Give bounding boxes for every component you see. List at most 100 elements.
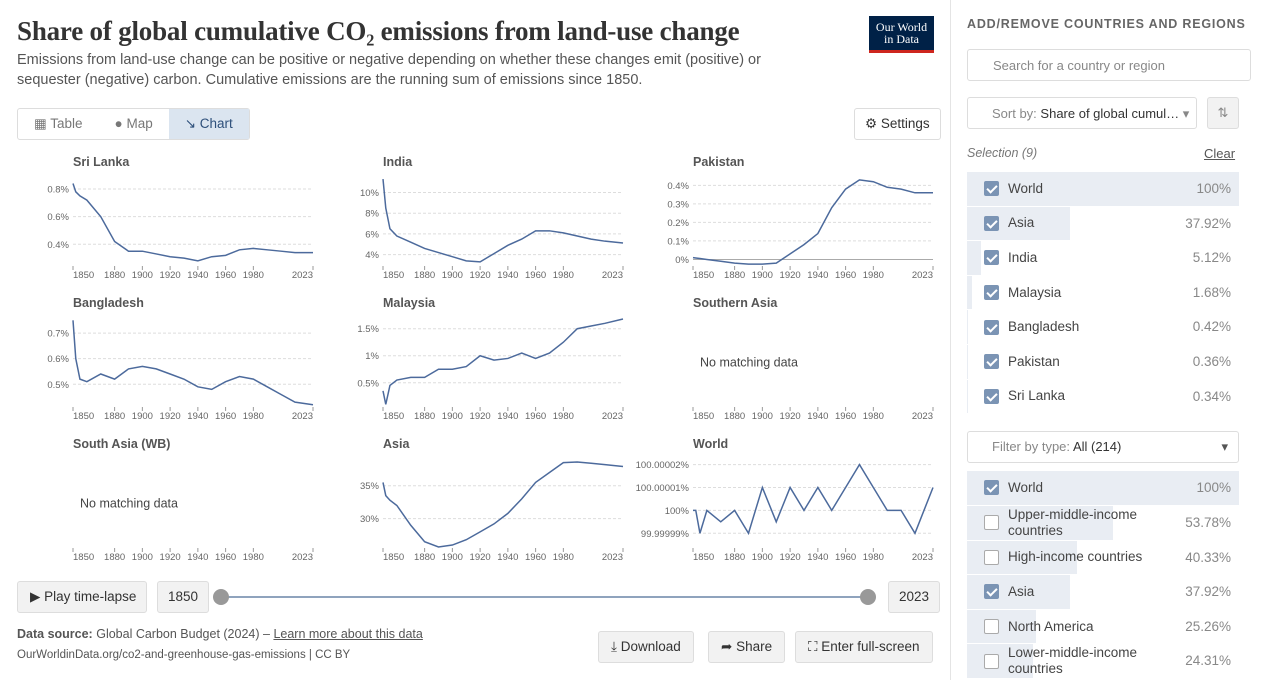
entity-name: Upper-middle-income countries [1008, 506, 1138, 538]
entity-name: Lower-middle-income countries [1008, 645, 1138, 677]
y-tick-label: 0.1% [667, 236, 689, 247]
list-row[interactable]: Asia 37.92% [967, 575, 1239, 610]
checkbox[interactable] [984, 619, 999, 635]
x-tick-label: 1940 [497, 411, 518, 422]
y-tick-label: 0.5% [47, 380, 69, 391]
entity-name: Pakistan [1008, 353, 1060, 369]
sort-dropdown[interactable]: Sort by: Share of global cumul… ▾ [967, 97, 1197, 129]
tab[interactable]: ▦ Table [34, 116, 83, 131]
checkbox[interactable] [984, 181, 999, 197]
slider-knob[interactable] [213, 589, 229, 605]
checkbox[interactable] [984, 653, 999, 669]
list-row[interactable]: Lower-middle-income countries 24.31% [967, 644, 1239, 680]
x-tick-label: 1960 [525, 270, 546, 281]
clear-button[interactable]: Clear [1204, 146, 1236, 161]
source-link[interactable]: Learn more about this data [273, 627, 423, 641]
list-row[interactable]: India 5.12% [967, 241, 1239, 276]
play-button[interactable]: ▶ Play time-lapse [17, 581, 147, 613]
chart-title: Sri Lanka [73, 155, 130, 169]
y-tick-label: 0.3% [667, 199, 689, 210]
checkbox[interactable] [984, 549, 999, 565]
subtitle: Emissions from land-use change can be po… [17, 52, 761, 88]
checkbox[interactable] [984, 215, 999, 231]
settings-button[interactable]: ⚙ Settings [854, 108, 941, 140]
x-tick-label: 1880 [414, 270, 435, 281]
x-tick-label: 1980 [243, 270, 264, 281]
logo[interactable]: Our World in Data [869, 16, 934, 53]
line [72, 183, 313, 262]
share-bar [967, 241, 981, 275]
checkbox[interactable] [984, 250, 999, 266]
y-tick-label: 99.99999% [641, 529, 690, 540]
chart-title: Pakistan [693, 155, 744, 169]
x-tick-label: 1940 [807, 552, 828, 563]
checkbox[interactable] [984, 319, 999, 335]
tab[interactable]: ● Map [114, 116, 153, 131]
y-tick-label: 0.7% [47, 329, 69, 340]
start-year[interactable]: 1850 [157, 581, 210, 613]
list-row[interactable]: High-income countries 40.33% [967, 540, 1239, 576]
entity-name: Bangladesh [1008, 319, 1080, 335]
checkbox[interactable] [984, 480, 999, 496]
list-row[interactable]: Sri Lanka 0.34% [967, 379, 1239, 415]
chart-title: Malaysia [383, 296, 436, 310]
list-row[interactable]: Bangladesh 0.42% [967, 310, 1239, 345]
share-bar [967, 471, 1239, 505]
x-tick-label: 1850 [73, 270, 94, 281]
x-tick-label: 1940 [187, 270, 208, 281]
sort-order-button[interactable]: ⇅ [1207, 97, 1239, 129]
list-row[interactable]: Asia 37.92% [967, 206, 1239, 242]
download-button[interactable]: ⤓ Download [598, 631, 694, 663]
list-row[interactable]: World 100% [967, 172, 1239, 207]
x-tick-label: 1980 [553, 411, 574, 422]
list-row[interactable]: Pakistan 0.36% [967, 344, 1239, 380]
list-row[interactable]: North America 25.26% [967, 609, 1239, 645]
x-tick-label: 1850 [693, 411, 714, 422]
tab[interactable]: ↘ Chart [168, 109, 249, 139]
entity-name: High-income countries [1008, 549, 1143, 565]
x-tick-label: 1880 [724, 552, 745, 563]
x-tick-label: 1940 [187, 552, 208, 563]
slider-knob[interactable] [860, 589, 876, 605]
x-tick-label: 1880 [724, 270, 745, 281]
share-button[interactable]: ➦ Share [708, 631, 786, 663]
x-tick-label: 1920 [470, 270, 491, 281]
chart-title: Bangladesh [73, 296, 144, 310]
checkbox[interactable] [984, 354, 999, 370]
x-tick-label: 1940 [807, 411, 828, 422]
x-tick-label: 1880 [104, 411, 125, 422]
entity-name: World [1008, 479, 1044, 495]
list-row[interactable]: Malaysia 1.68% [967, 275, 1239, 311]
entity-value: 24.31% [1185, 653, 1231, 669]
checkbox[interactable] [984, 388, 999, 404]
checkbox[interactable] [984, 515, 999, 531]
x-tick-label: 1850 [383, 270, 404, 281]
end-year[interactable]: 2023 [888, 581, 941, 613]
checkbox[interactable] [984, 285, 999, 301]
fullscreen-button[interactable]: ⛶ Enter full-screen [795, 631, 933, 663]
x-tick-label: 1980 [243, 552, 264, 563]
checkbox[interactable] [984, 584, 999, 600]
list-row[interactable]: Upper-middle-income countries 53.78% [967, 505, 1239, 541]
y-tick-label: 4% [365, 250, 379, 261]
x-tick-label: 1880 [104, 552, 125, 563]
tab-label: Map [126, 116, 153, 131]
x-tick-label: 1960 [835, 411, 856, 422]
entity-name: India [1008, 249, 1038, 265]
sort-value: Share of global cumul… [1040, 106, 1180, 121]
button-label: Settings [880, 116, 930, 131]
x-tick-label: 1980 [553, 270, 574, 281]
share-bar [967, 379, 968, 414]
charts: Sri Lanka 0.4% 0.6% 0.8% 1850 1880 1900 1920 194… [47, 155, 934, 563]
list-row[interactable]: World 100% [967, 471, 1239, 506]
x-tick-label: 2023 [292, 411, 313, 422]
entity-list: World 100% Upper-middle-income countries 53… [967, 471, 1239, 680]
filter-dropdown[interactable]: Filter by type: All (214) ▾ [967, 431, 1239, 463]
x-tick-label: 1940 [807, 270, 828, 281]
x-tick-label: 1850 [383, 411, 404, 422]
x-tick-label: 2023 [292, 552, 313, 563]
entity-value: 37.92% [1185, 215, 1231, 231]
x-tick-label: 1900 [442, 411, 463, 422]
search-box[interactable]: Search for a country or region [967, 49, 1251, 81]
